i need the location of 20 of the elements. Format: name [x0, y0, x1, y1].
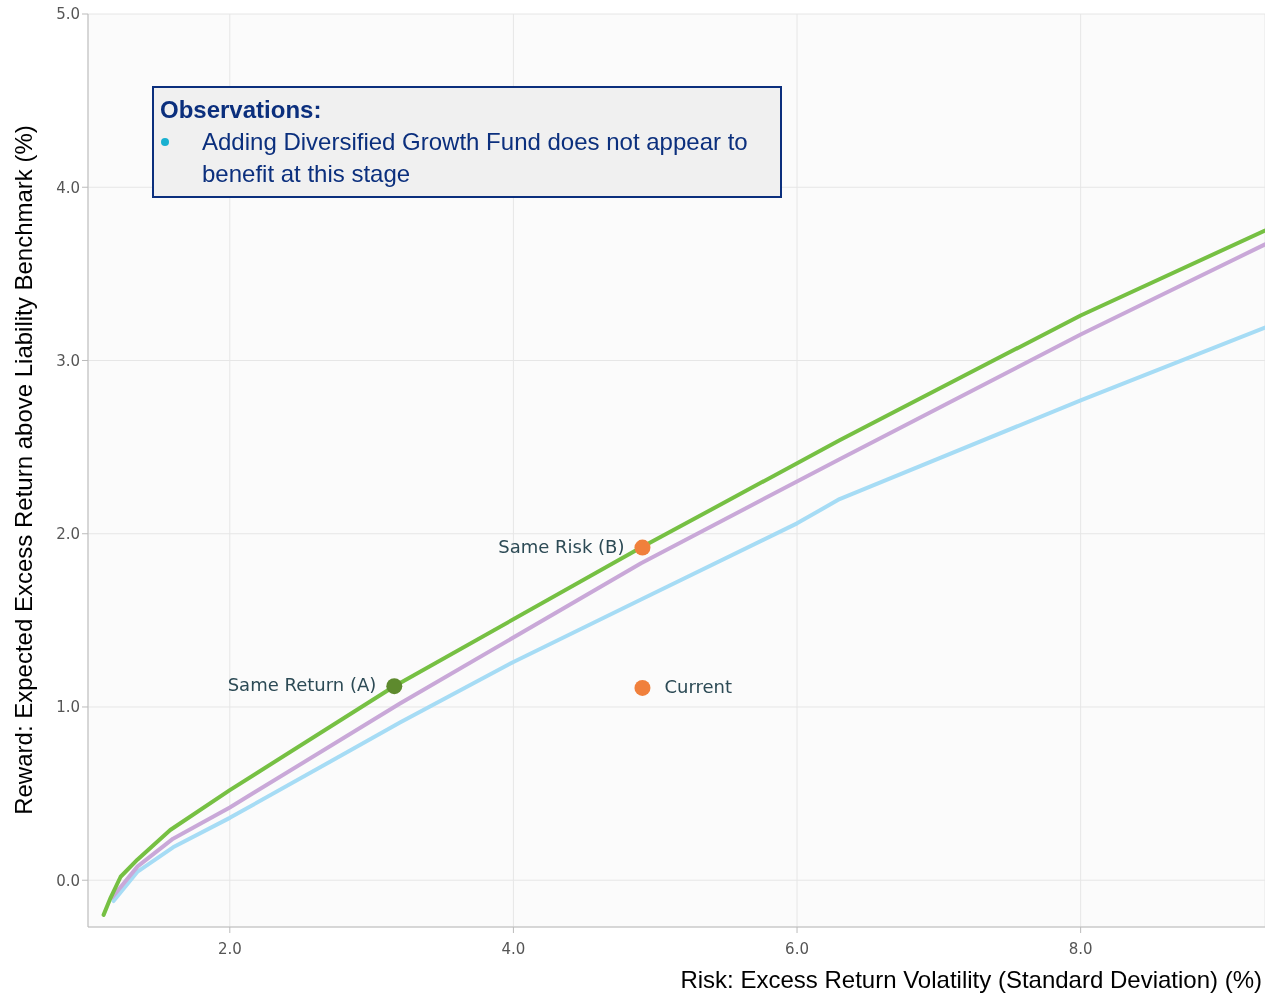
x-tick-label: 6.0	[785, 939, 809, 958]
x-tick-label: 2.0	[217, 939, 242, 958]
y-tick-label: 3.0	[56, 351, 80, 370]
series-label: Same Return (A)	[227, 674, 377, 696]
point	[634, 539, 651, 556]
x-tick-label: 8.0	[1068, 939, 1093, 958]
y-tick-label: 4.0	[56, 178, 80, 197]
point	[634, 679, 651, 696]
annotation: Observations:	[160, 95, 323, 125]
series-label: Same Risk (B)	[498, 535, 625, 557]
x-axis-title: Risk: Excess Return Volatility (Standard Deviation) (%)	[680, 966, 1262, 993]
y-tick-label: 0.0	[56, 871, 80, 890]
y-axis-title: Reward: Expected Excess Return above Liability Benchmark (%)	[10, 125, 37, 815]
annotation: Adding Diversified Growth Fund does not appear to benefit at this stage	[201, 127, 749, 189]
y-tick-label: 2.0	[56, 525, 80, 544]
series-label: Current	[664, 675, 733, 697]
y-tick-label: 5.0	[56, 5, 80, 24]
point	[386, 678, 403, 695]
x-tick-label: 4.0	[501, 939, 526, 958]
y-tick-label: 1.0	[56, 698, 80, 717]
